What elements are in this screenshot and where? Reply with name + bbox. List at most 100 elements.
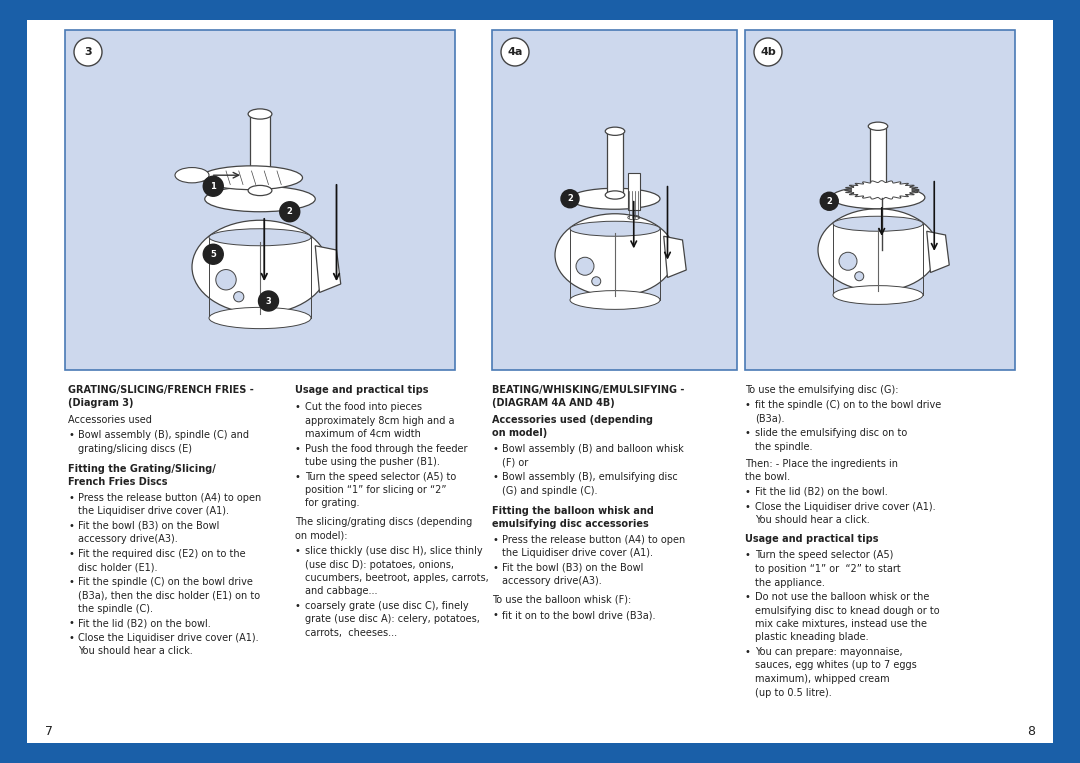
Circle shape	[501, 38, 529, 66]
Text: Press the release button (A4) to open: Press the release button (A4) to open	[502, 535, 685, 545]
Text: •: •	[492, 472, 498, 482]
Ellipse shape	[833, 216, 923, 231]
Text: disc holder (E1).: disc holder (E1).	[78, 562, 158, 572]
Text: grating/slicing discs (E): grating/slicing discs (E)	[78, 443, 192, 453]
Text: •: •	[492, 610, 498, 620]
Text: accessory drive(A3).: accessory drive(A3).	[78, 535, 178, 545]
Text: to position “1” or  “2” to start: to position “1” or “2” to start	[755, 564, 901, 574]
Text: 7: 7	[45, 725, 53, 738]
Text: Do not use the balloon whisk or the: Do not use the balloon whisk or the	[755, 592, 930, 602]
Text: •: •	[68, 577, 73, 587]
Circle shape	[754, 38, 782, 66]
Ellipse shape	[201, 166, 302, 190]
Text: •: •	[745, 400, 751, 410]
Text: Close the Liquidiser drive cover (A1).: Close the Liquidiser drive cover (A1).	[78, 633, 258, 643]
Text: Fit the lid (B2) on the bowl.: Fit the lid (B2) on the bowl.	[78, 619, 211, 629]
Text: emulsifying disc to knead dough or to: emulsifying disc to knead dough or to	[755, 606, 940, 616]
Text: and cabbage...: and cabbage...	[305, 587, 378, 597]
Text: (up to 0.5 litre).: (up to 0.5 litre).	[755, 687, 832, 697]
Text: (DIAGRAM 4A AND 4B): (DIAGRAM 4A AND 4B)	[492, 398, 615, 408]
Bar	[249, 114, 270, 191]
Circle shape	[280, 201, 300, 222]
Text: the Liquidiser drive cover (A1).: the Liquidiser drive cover (A1).	[502, 549, 653, 559]
Text: You should hear a click.: You should hear a click.	[78, 646, 192, 656]
Text: •: •	[68, 521, 73, 531]
Text: carrots,  cheeses...: carrots, cheeses...	[305, 628, 397, 638]
Text: •: •	[295, 601, 301, 611]
Circle shape	[258, 291, 279, 311]
Bar	[0, 0, 27, 763]
Bar	[1053, 0, 1080, 763]
Bar	[745, 30, 1015, 370]
Circle shape	[203, 244, 224, 264]
Circle shape	[561, 190, 579, 208]
Text: BEATING/WHISKING/EMULSIFYING -: BEATING/WHISKING/EMULSIFYING -	[492, 385, 685, 395]
Ellipse shape	[248, 185, 272, 195]
Text: 2: 2	[287, 208, 293, 216]
Text: (Diagram 3): (Diagram 3)	[68, 398, 134, 408]
Text: 8: 8	[1027, 725, 1035, 738]
Text: •: •	[68, 619, 73, 629]
Circle shape	[216, 269, 237, 290]
Polygon shape	[315, 246, 341, 292]
Text: •: •	[745, 592, 751, 602]
Ellipse shape	[832, 186, 924, 209]
Text: approximately 8cm high and a: approximately 8cm high and a	[305, 416, 455, 426]
Text: Accessories used: Accessories used	[68, 415, 152, 425]
Text: •: •	[492, 535, 498, 545]
Text: (B3a), then the disc holder (E1) on to: (B3a), then the disc holder (E1) on to	[78, 591, 260, 600]
Text: To use the emulsifying disc (G):: To use the emulsifying disc (G):	[745, 385, 899, 395]
Text: (F) or: (F) or	[502, 458, 528, 468]
Text: Cut the food into pieces: Cut the food into pieces	[305, 402, 422, 412]
Text: the spindle (C).: the spindle (C).	[78, 604, 153, 614]
Text: Bowl assembly (B), emulsifying disc: Bowl assembly (B), emulsifying disc	[502, 472, 678, 482]
Text: •: •	[745, 647, 751, 657]
Text: maximum of 4cm width: maximum of 4cm width	[305, 429, 421, 439]
Text: Fitting the balloon whisk and: Fitting the balloon whisk and	[492, 506, 653, 516]
Text: the bowl.: the bowl.	[745, 472, 791, 482]
Circle shape	[75, 38, 102, 66]
Circle shape	[854, 272, 864, 281]
Text: for grating.: for grating.	[305, 498, 360, 508]
Text: mix cake mixtures, instead use the: mix cake mixtures, instead use the	[755, 619, 927, 629]
Ellipse shape	[175, 168, 210, 183]
Text: GRATING/SLICING/FRENCH FRIES -: GRATING/SLICING/FRENCH FRIES -	[68, 385, 254, 395]
Text: •: •	[295, 546, 301, 556]
Ellipse shape	[570, 291, 660, 309]
Text: Then: - Place the ingredients in: Then: - Place the ingredients in	[745, 459, 897, 469]
Text: •: •	[745, 487, 751, 497]
Text: tube using the pusher (B1).: tube using the pusher (B1).	[305, 457, 440, 467]
Text: Bowl assembly (B), spindle (C) and: Bowl assembly (B), spindle (C) and	[78, 430, 249, 440]
Text: Bowl assembly (B) and balloon whisk: Bowl assembly (B) and balloon whisk	[502, 444, 684, 454]
Text: on model): on model)	[492, 428, 548, 438]
Text: Turn the speed selector (A5) to: Turn the speed selector (A5) to	[305, 472, 456, 481]
Text: Close the Liquidiser drive cover (A1).: Close the Liquidiser drive cover (A1).	[755, 501, 935, 511]
Text: 5: 5	[211, 250, 216, 259]
Ellipse shape	[210, 229, 311, 246]
Text: Fit the required disc (E2) on to the: Fit the required disc (E2) on to the	[78, 549, 245, 559]
Ellipse shape	[605, 191, 624, 199]
Text: (B3a).: (B3a).	[755, 414, 784, 423]
Circle shape	[576, 257, 594, 275]
Text: grate (use disc A): celery, potatoes,: grate (use disc A): celery, potatoes,	[305, 614, 480, 624]
Bar	[492, 30, 737, 370]
Text: Press the release button (A4) to open: Press the release button (A4) to open	[78, 493, 261, 503]
Text: •: •	[295, 443, 301, 453]
Ellipse shape	[210, 307, 311, 329]
Text: on model):: on model):	[295, 530, 348, 540]
Ellipse shape	[818, 209, 939, 291]
Text: Fitting the Grating/Slicing/: Fitting the Grating/Slicing/	[68, 464, 216, 474]
Polygon shape	[845, 181, 919, 199]
Text: 2: 2	[826, 197, 833, 206]
Text: 3: 3	[84, 47, 92, 57]
Circle shape	[820, 192, 838, 211]
Text: •: •	[745, 428, 751, 438]
Text: French Fries Discs: French Fries Discs	[68, 477, 167, 487]
Text: You should hear a click.: You should hear a click.	[755, 515, 869, 525]
Text: maximum), whipped cream: maximum), whipped cream	[755, 674, 890, 684]
Text: Usage and practical tips: Usage and practical tips	[745, 535, 878, 545]
Text: accessory drive(A3).: accessory drive(A3).	[502, 577, 602, 587]
Ellipse shape	[205, 186, 315, 212]
Text: Usage and practical tips: Usage and practical tips	[295, 385, 429, 395]
Text: •: •	[745, 501, 751, 511]
